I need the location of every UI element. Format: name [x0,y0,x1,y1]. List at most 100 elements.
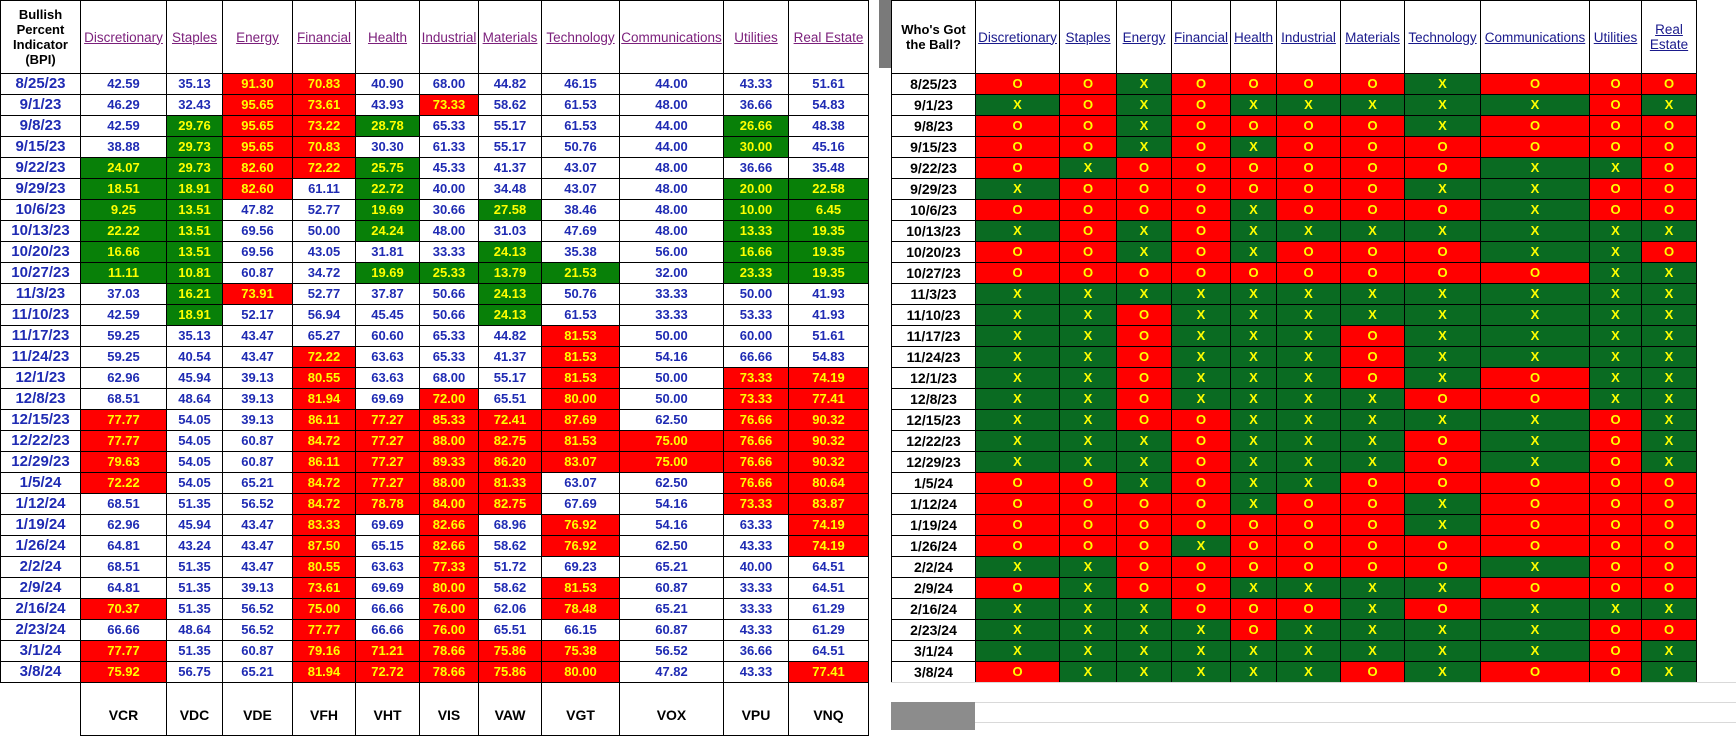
sector-header-link[interactable]: Technology [1404,0,1481,74]
signal-cell: X [1404,640,1481,662]
signal-cell: X [1340,283,1405,305]
bpi-value-cell: 50.00 [619,325,724,347]
bpi-value-cell: 39.13 [222,577,293,599]
signal-cell: X [1276,283,1341,305]
bpi-value-cell: 43.33 [723,73,789,95]
bpi-value-cell: 41.37 [478,157,542,179]
bpi-value-cell: 37.03 [80,283,167,305]
bpi-value-cell: 43.33 [723,619,789,641]
signal-cell: O [1171,241,1231,263]
bpi-value-cell: 43.93 [355,94,420,116]
signal-cell: X [1276,661,1341,683]
sector-header-link[interactable]: Financial [292,0,356,74]
signal-cell: O [1116,535,1172,557]
ball-row: 2/23/24 X X X X O X X X X O O [891,619,1697,641]
bpi-value-cell: 82.75 [478,430,542,452]
bpi-value-cell: 74.19 [788,367,869,389]
bpi-value-cell: 95.65 [222,115,293,137]
signal-cell: O [1116,346,1172,368]
row-date: 9/22/23 [891,157,976,179]
signal-cell: O [1340,325,1405,347]
sector-header-link[interactable]: Discretionary [975,0,1060,74]
bpi-value-cell: 31.81 [355,241,420,263]
signal-cell: O [1171,262,1231,284]
signal-cell: X [1340,577,1405,599]
sector-header-link[interactable]: Energy [222,0,293,74]
signal-cell: X [975,451,1060,473]
bpi-value-cell: 83.87 [788,493,869,515]
ball-row: 3/8/24 O X X X X X O X O O X [891,661,1697,683]
bpi-value-cell: 40.00 [419,178,479,200]
bpi-row: 2/2/24 68.51 51.35 43.47 80.55 63.63 77.33 51.7… [0,556,869,578]
signal-cell: O [1230,619,1277,641]
bpi-value-cell: 73.33 [723,493,789,515]
bpi-value-cell: 55.17 [478,115,542,137]
signal-cell: O [1340,199,1405,221]
signal-cell: O [1404,157,1481,179]
signal-cell: O [1641,136,1697,158]
row-date: 12/8/23 [0,388,81,410]
blank-cell [619,682,724,695]
row-date: 2/9/24 [891,577,976,599]
signal-cell: O [1404,388,1481,410]
bpi-value-cell: 77.77 [80,640,167,662]
sector-header-link[interactable]: Utilities [1589,0,1642,74]
signal-cell: O [1171,430,1231,452]
ball-row: 11/17/23 X X O X X X O X X X X [891,325,1697,347]
bpi-value-cell: 48.00 [619,199,724,221]
bpi-value-cell: 28.78 [355,115,420,137]
ball-row: 2/9/24 O X O O X X X X O O O [891,577,1697,599]
signal-cell: X [1230,451,1277,473]
sector-header-link[interactable]: Health [1230,0,1277,74]
signal-cell: O [1641,199,1697,221]
bpi-value-cell: 75.00 [292,598,356,620]
bpi-value-cell: 77.41 [788,661,869,683]
sector-header-link[interactable]: Health [355,0,420,74]
signal-cell: O [1404,262,1481,284]
sector-header-link[interactable]: Industrial [419,0,479,74]
ticker-label: VGT [541,695,620,736]
ticker-label: VHT [355,695,420,736]
bpi-value-cell: 66.66 [80,619,167,641]
signal-cell: X [1340,619,1405,641]
row-date: 12/29/23 [891,451,976,473]
signal-cell: X [1480,283,1590,305]
sector-header-link[interactable]: Real Estate [1641,0,1697,74]
sector-header-link[interactable]: Financial [1171,0,1231,74]
sector-header-link[interactable]: Industrial [1276,0,1341,74]
sector-header-link[interactable]: Utilities [723,0,789,74]
sector-header-link[interactable]: Communications [1480,0,1590,74]
signal-cell: O [975,661,1060,683]
signal-cell: X [1480,598,1590,620]
bpi-value-cell: 56.52 [222,493,293,515]
bpi-value-cell: 75.86 [478,661,542,683]
row-date: 1/12/24 [891,493,976,515]
bpi-value-cell: 13.79 [478,262,542,284]
sector-header-link[interactable]: Materials [478,0,542,74]
signal-cell: X [1059,577,1117,599]
sector-header-link[interactable]: Staples [166,0,223,74]
bpi-value-cell: 82.60 [222,157,293,179]
bpi-value-cell: 64.51 [788,556,869,578]
row-date: 2/2/24 [0,556,81,578]
signal-cell: X [975,220,1060,242]
sector-header-link[interactable]: Energy [1116,0,1172,74]
blank-cell [1,683,81,696]
sector-header-link[interactable]: Staples [1059,0,1117,74]
sector-header-link[interactable]: Communications [619,0,724,74]
sector-header-link[interactable]: Materials [1340,0,1405,74]
row-date: 11/3/23 [0,283,81,305]
signal-cell: O [1230,556,1277,578]
signal-cell: X [1116,241,1172,263]
signal-cell: O [1641,472,1697,494]
ball-row: 11/3/23 X X X X X X X X X X X [891,283,1697,305]
sector-header-link[interactable]: Technology [541,0,620,74]
bpi-value-cell: 70.37 [80,598,167,620]
signal-cell: O [1589,493,1642,515]
sector-header-link[interactable]: Discretionary [80,0,167,74]
sector-header-link[interactable]: Real Estate [788,0,869,74]
bpi-value-cell: 54.05 [166,430,223,452]
signal-cell: O [1230,73,1277,95]
signal-cell: O [1340,73,1405,95]
signal-cell: X [1480,304,1590,326]
